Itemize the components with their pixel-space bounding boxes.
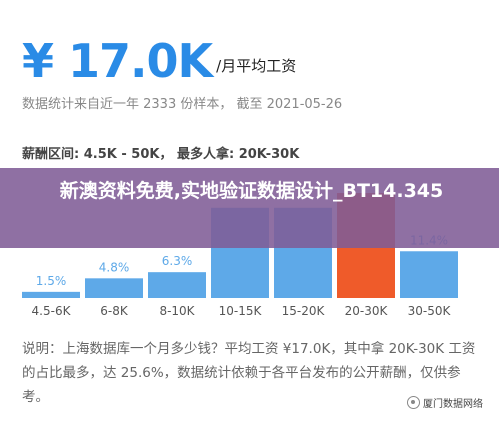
category-label: 4.5-6K (32, 304, 72, 318)
overlay-banner: 新澳资料免费,实地验证数据设计_BT14.345 (0, 168, 499, 248)
bar-value-label: 4.8% (99, 260, 130, 274)
category-label: 6-8K (100, 304, 129, 318)
category-label: 20-30K (345, 304, 389, 318)
average-salary-value: ¥ 17.0K (22, 34, 213, 88)
bar-30-50K (400, 251, 458, 298)
sample-stats-text: 数据统计来自近一年 2333 份样本， 截至 2021-05-26 (22, 97, 343, 112)
description-note: 说明：上海数据库一个月多少钱？平均工资 ¥17.0K，其中拿 20K-30K 工… (22, 341, 476, 405)
bar-6-8K (85, 278, 143, 298)
category-label: 30-50K (408, 304, 452, 318)
category-label: 10-15K (219, 304, 263, 318)
source-watermark: 厦门数据网络 (407, 395, 483, 410)
salary-range-text: 薪酬区间: 4.5K - 50K， 最多人拿: 20K-30K (22, 147, 300, 162)
salary-header: ¥ 17.0K /月平均工资 (22, 14, 296, 84)
bar-value-label: 1.5% (36, 274, 67, 288)
bar-value-label: 6.3% (162, 254, 193, 268)
category-label: 15-20K (282, 304, 326, 318)
category-label: 8-10K (159, 304, 195, 318)
watermark-text: 厦门数据网络 (423, 399, 483, 410)
bar-4.5-6K (22, 291, 80, 298)
banner-title: 新澳资料免费,实地验证数据设计_BT14.345 (59, 180, 444, 202)
wechat-channel-icon (407, 396, 420, 409)
bar-8-10K (148, 272, 206, 298)
salary-unit-label: /月平均工资 (216, 57, 297, 75)
